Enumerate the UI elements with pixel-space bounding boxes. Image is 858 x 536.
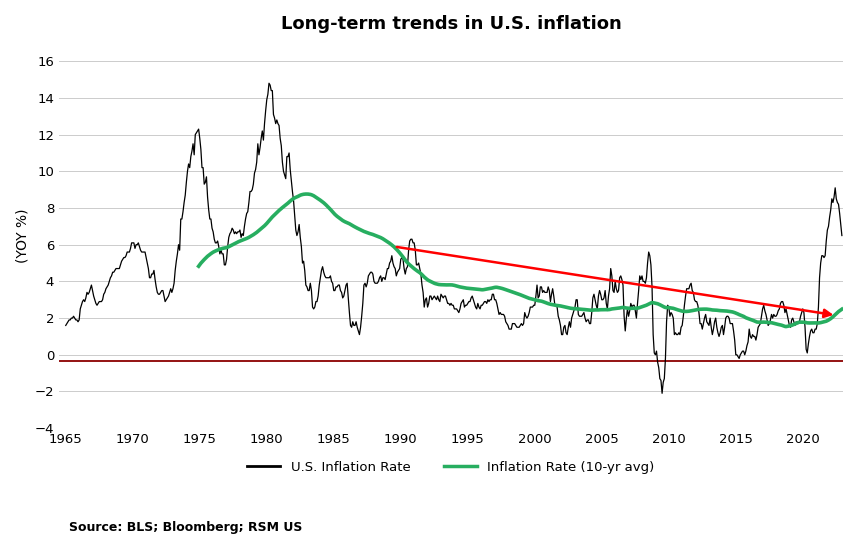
Title: Long-term trends in U.S. inflation: Long-term trends in U.S. inflation	[281, 15, 621, 33]
Legend: U.S. Inflation Rate, Inflation Rate (10-yr avg): U.S. Inflation Rate, Inflation Rate (10-…	[242, 456, 660, 479]
Text: Source: BLS; Bloomberg; RSM US: Source: BLS; Bloomberg; RSM US	[69, 520, 302, 534]
Y-axis label: (YOY %): (YOY %)	[15, 209, 29, 263]
